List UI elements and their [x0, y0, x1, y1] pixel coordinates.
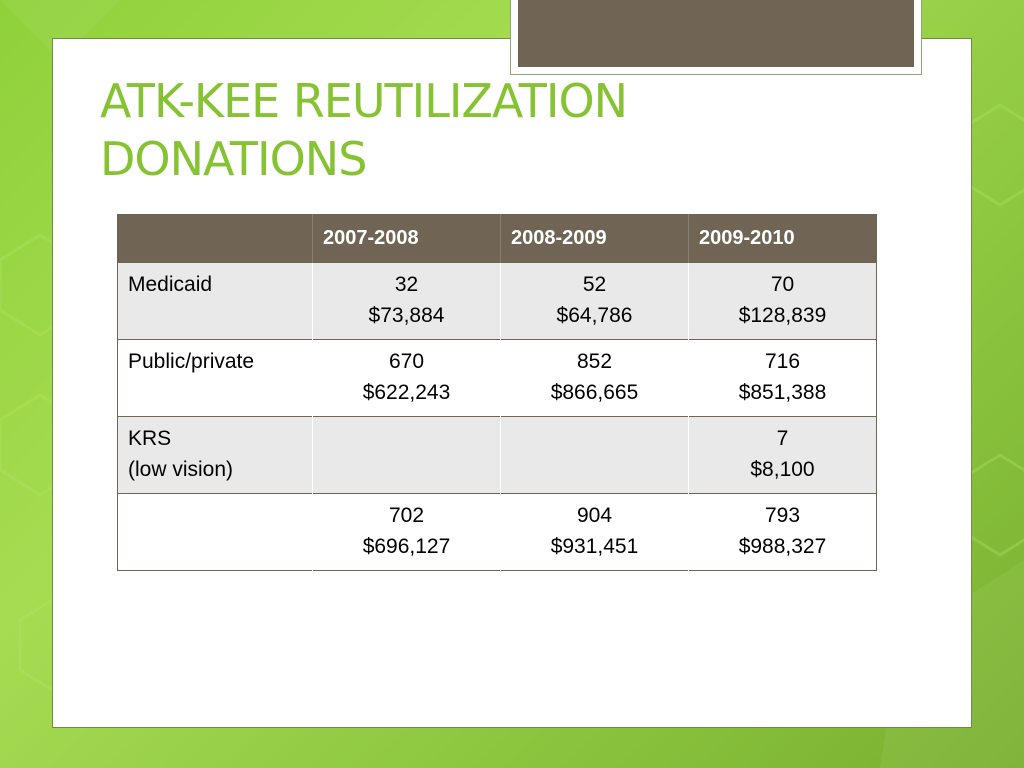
column-header-blank [117, 214, 313, 263]
row-label: Public/private [117, 339, 313, 417]
row-label: KRS (low vision) [117, 416, 313, 494]
cell-amount: $622,243 [362, 381, 451, 404]
cell-count: 32 [394, 273, 419, 296]
row-label-line1: Medicaid [128, 273, 213, 296]
table-row-krs: KRS (low vision) 7 $8,100 [117, 416, 877, 494]
table-row-total: 702 $696,127 904 $931,451 793 $988,327 [117, 493, 877, 571]
table-cell [312, 416, 501, 494]
table-header-row: 2007-2008 2008-2009 2009-2010 [117, 214, 877, 263]
table-cell: 70 $128,839 [688, 262, 877, 340]
row-label-line1: Public/private [128, 350, 255, 373]
table-cell: 52 $64,786 [500, 262, 689, 340]
row-label: Medicaid [117, 262, 313, 340]
column-header-2008-2009: 2008-2009 [500, 214, 689, 263]
cell-count: 904 [576, 504, 613, 527]
cell-amount: $64,786 [556, 304, 633, 327]
cell-count: 670 [388, 350, 425, 373]
cell-count: 716 [764, 350, 801, 373]
cell-amount: $8,100 [750, 458, 815, 481]
cell-count: 7 [776, 427, 789, 450]
cell-amount: $988,327 [738, 535, 827, 558]
table-cell: 702 $696,127 [312, 493, 501, 571]
row-label-line2: (low vision) [128, 458, 234, 481]
table-cell: 793 $988,327 [688, 493, 877, 571]
slide-title: ATK-KEE REUTILIZATION DONATIONS [100, 72, 700, 188]
cell-count: 702 [388, 504, 425, 527]
slide-title-line2: DONATIONS [100, 132, 367, 186]
cell-count: 852 [576, 350, 613, 373]
table-cell: 7 $8,100 [688, 416, 877, 494]
table-cell [500, 416, 689, 494]
cell-amount: $128,839 [738, 304, 827, 327]
row-label [117, 493, 313, 571]
cell-count: 793 [764, 504, 801, 527]
column-header-2007-2008: 2007-2008 [312, 214, 501, 263]
cell-amount: $851,388 [738, 381, 827, 404]
header-accent-block [510, 0, 922, 75]
cell-amount: $696,127 [362, 535, 451, 558]
table-cell: 852 $866,665 [500, 339, 689, 417]
table-cell: 716 $851,388 [688, 339, 877, 417]
table-row-medicaid: Medicaid 32 $73,884 52 $64,786 70 $128,8… [117, 262, 877, 340]
slide-title-line1: ATK-KEE REUTILIZATION [100, 74, 628, 128]
donations-table: 2007-2008 2008-2009 2009-2010 Medicaid 3… [117, 214, 877, 571]
column-header-2009-2010: 2009-2010 [688, 214, 877, 263]
header-accent-fill [518, 0, 914, 67]
cell-amount: $866,665 [550, 381, 639, 404]
cell-amount: $73,884 [368, 304, 445, 327]
table-cell: 32 $73,884 [312, 262, 501, 340]
table-row-public-private: Public/private 670 $622,243 852 $866,665… [117, 339, 877, 417]
table-cell: 670 $622,243 [312, 339, 501, 417]
cell-count: 52 [582, 273, 607, 296]
row-label-line1: KRS [128, 427, 172, 450]
table-cell: 904 $931,451 [500, 493, 689, 571]
cell-count: 70 [770, 273, 795, 296]
cell-amount: $931,451 [550, 535, 639, 558]
